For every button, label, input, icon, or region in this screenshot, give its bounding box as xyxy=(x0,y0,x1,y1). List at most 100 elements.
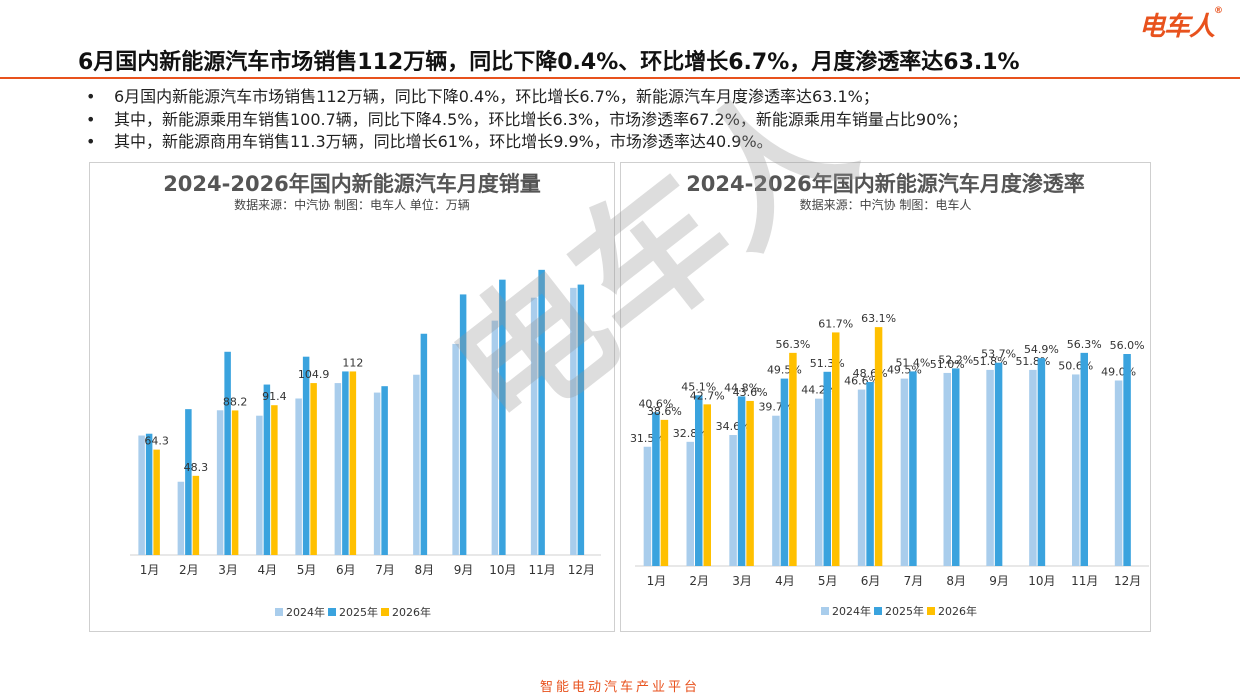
data-label: 52.2% xyxy=(938,353,973,366)
x-tick-label: 1月 xyxy=(140,563,160,577)
bar-2025年 xyxy=(499,279,506,555)
bar-2024年 xyxy=(900,378,909,566)
legend-swatch xyxy=(328,608,336,616)
x-tick-label: 8月 xyxy=(946,574,966,588)
legend-swatch xyxy=(275,608,283,616)
data-label: 44.8% xyxy=(724,381,759,394)
bar-2025年 xyxy=(577,284,585,555)
bar-2024年 xyxy=(373,392,381,555)
x-tick-label: 7月 xyxy=(904,574,924,588)
legend-label: 2025年 xyxy=(885,604,924,618)
x-tick-label: 11月 xyxy=(1071,574,1098,588)
bar-2024年 xyxy=(138,435,145,555)
legend-label: 2024年 xyxy=(286,605,325,619)
bar-2025年 xyxy=(538,269,545,555)
bar-2025年 xyxy=(909,371,917,566)
bar-2026年 xyxy=(789,352,797,566)
bar-2024年 xyxy=(413,374,420,555)
bar-2026年 xyxy=(310,383,317,555)
bar-2026年 xyxy=(153,449,160,555)
chart-title: 2024-2026年国内新能源汽车月度销量 xyxy=(163,172,541,196)
x-tick-label: 6月 xyxy=(861,574,881,588)
x-tick-label: 7月 xyxy=(375,563,395,577)
bar-2024年 xyxy=(1029,369,1037,566)
x-tick-label: 5月 xyxy=(297,563,317,577)
data-label: 48.3 xyxy=(184,461,209,474)
summary-list: • 6月国内新能源汽车市场销售112万辆，同比下降0.4%，环比增长6.7%，新能… xyxy=(86,86,968,154)
data-label: 64.3 xyxy=(144,435,169,448)
bar-2025年 xyxy=(952,368,960,566)
bar-2026年 xyxy=(660,419,669,566)
legend-swatch xyxy=(874,607,882,615)
bar-2026年 xyxy=(231,410,239,555)
bar-2025年 xyxy=(342,371,349,555)
bar-2024年 xyxy=(729,435,737,566)
bar-2025年 xyxy=(780,378,789,566)
x-tick-label: 2月 xyxy=(689,574,709,588)
bar-2024年 xyxy=(177,481,185,555)
bar-2024年 xyxy=(256,415,263,555)
summary-item: • 6月国内新能源汽车市场销售112万辆，同比下降0.4%，环比增长6.7%，新能… xyxy=(86,87,879,106)
data-label: 112 xyxy=(342,356,363,369)
bar-2025年 xyxy=(459,294,467,555)
bar-2024年 xyxy=(643,446,652,566)
x-tick-label: 2月 xyxy=(179,563,199,577)
bar-2024年 xyxy=(570,287,577,555)
data-label: 51.0% xyxy=(930,358,965,371)
bar-2025年 xyxy=(1123,354,1131,566)
x-tick-label: 6月 xyxy=(336,563,356,577)
legend-label: 2026年 xyxy=(938,604,977,618)
legend-swatch xyxy=(927,607,935,615)
data-label: 56.3% xyxy=(775,338,810,351)
data-label: 56.0% xyxy=(1110,339,1145,352)
chart-title: 2024-2026年国内新能源汽车月度渗透率 xyxy=(686,172,1085,196)
data-label: 40.6% xyxy=(638,397,673,410)
bar-2025年 xyxy=(737,396,746,566)
bar-2025年 xyxy=(695,395,703,566)
bar-2024年 xyxy=(857,389,866,566)
bar-2025年 xyxy=(1037,358,1046,566)
bar-2025年 xyxy=(420,333,428,555)
data-label: 63.1% xyxy=(861,312,896,325)
legend-label: 2024年 xyxy=(832,604,871,618)
bar-2025年 xyxy=(381,386,388,555)
x-tick-label: 9月 xyxy=(454,563,474,577)
x-tick-label: 10月 xyxy=(1028,574,1055,588)
data-label: 91.4 xyxy=(262,390,287,403)
summary-item: • 其中，新能源乘用车销售100.7辆，同比下降4.5%，环比增长6.3%，市场渗… xyxy=(86,109,968,129)
chart-subtitle: 数据来源：中汽协 制图：电车人 单位：万辆 xyxy=(234,197,470,212)
bar-2026年 xyxy=(874,327,883,566)
legend-swatch xyxy=(821,607,829,615)
bar-2025年 xyxy=(224,351,231,555)
bar-2026年 xyxy=(703,404,711,566)
bar-2024年 xyxy=(295,398,302,555)
summary-item: • 其中，新能源商用车销售11.3万辆，同比增长61%，环比增长9.9%，市场渗透… xyxy=(86,132,773,151)
bar-2025年 xyxy=(1080,352,1088,566)
bar-2025年 xyxy=(302,356,310,555)
legend-label: 2025年 xyxy=(339,605,378,619)
bar-2025年 xyxy=(994,362,1003,566)
bar-2024年 xyxy=(1072,374,1080,566)
sales-chart-panel: 2024-2026年国内新能源汽车月度销量 数据来源：中汽协 制图：电车人 单位：… xyxy=(89,162,615,632)
bar-2025年 xyxy=(145,433,153,555)
bar-2026年 xyxy=(271,405,278,555)
data-label: 56.3% xyxy=(1067,338,1102,351)
data-label: 51.4% xyxy=(895,356,930,369)
bar-2024年 xyxy=(1114,380,1123,566)
x-tick-label: 12月 xyxy=(568,563,595,577)
x-tick-label: 1月 xyxy=(647,574,667,588)
bar-2024年 xyxy=(452,343,459,555)
title-divider xyxy=(0,77,1240,79)
bar-2025年 xyxy=(823,371,831,566)
bar-2024年 xyxy=(491,320,499,555)
x-tick-label: 10月 xyxy=(489,563,516,577)
chart-subtitle: 数据来源：中汽协 制图：电车人 xyxy=(800,197,972,212)
data-label: 54.9% xyxy=(1024,343,1059,356)
bar-2025年 xyxy=(866,382,874,566)
data-label: 45.1% xyxy=(681,380,716,393)
bar-2024年 xyxy=(530,297,538,555)
x-tick-label: 5月 xyxy=(818,574,838,588)
x-tick-label: 3月 xyxy=(732,574,752,588)
